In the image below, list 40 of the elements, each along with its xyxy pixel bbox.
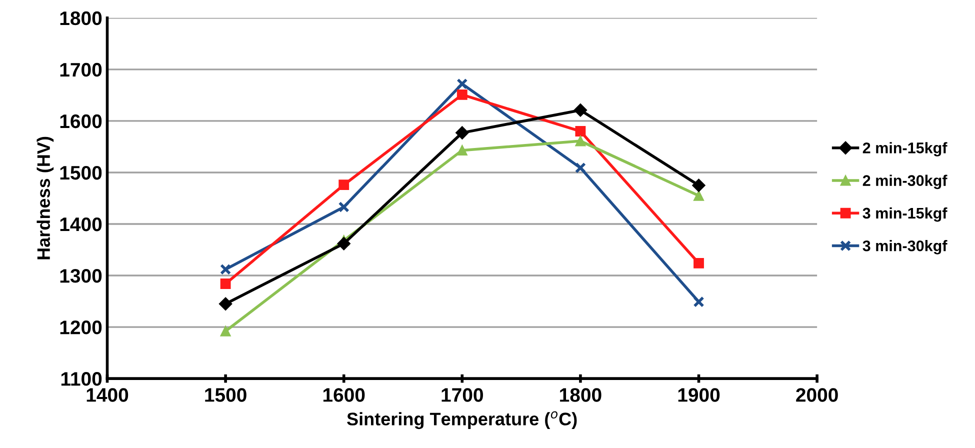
y-tick-label: 1700	[60, 62, 102, 77]
y-tick-label: 1200	[60, 320, 102, 334]
y-tick-label: 1500	[60, 166, 102, 180]
x-tick-label: 2000	[796, 388, 838, 402]
point	[220, 326, 231, 336]
point	[694, 190, 704, 201]
x-tick-label: 1800	[560, 388, 602, 402]
x-tick-label: 1900	[678, 388, 720, 402]
y-tick-label: 1400	[60, 217, 102, 232]
point	[338, 180, 350, 190]
point	[575, 126, 586, 136]
y-tick-label: 1600	[60, 114, 102, 128]
point	[694, 258, 704, 268]
point	[218, 297, 232, 310]
point	[575, 136, 586, 146]
legend-label: 3 min-30kgf	[862, 240, 948, 254]
x-tick-label: 1500	[205, 388, 246, 402]
legend-label: 3 min-15kgf	[862, 207, 948, 222]
point	[456, 78, 468, 90]
y-tick-label: 1100	[61, 372, 102, 386]
point	[220, 264, 232, 275]
legend-label: 2 min-30kgf	[862, 174, 948, 190]
x-axis-title: Sintering Temperature ($^{o}$C)	[347, 411, 577, 430]
point	[693, 296, 704, 308]
point	[574, 104, 588, 117]
point	[456, 89, 468, 100]
point	[337, 236, 350, 250]
point	[574, 162, 586, 174]
y-axis-title: Hardness (HV)	[36, 136, 54, 260]
point	[220, 278, 231, 289]
point	[338, 201, 350, 213]
point	[456, 145, 468, 156]
point	[456, 126, 469, 140]
point	[692, 178, 706, 192]
x-tick-label: 1700	[442, 388, 483, 402]
legend-label: 2 min-15kgf	[862, 142, 948, 156]
y-tick-label: 1800	[60, 11, 102, 26]
y-tick-label: 1300	[60, 268, 102, 283]
x-tick-label: 1600	[323, 388, 365, 402]
x-tick-label: 1400	[86, 388, 128, 402]
